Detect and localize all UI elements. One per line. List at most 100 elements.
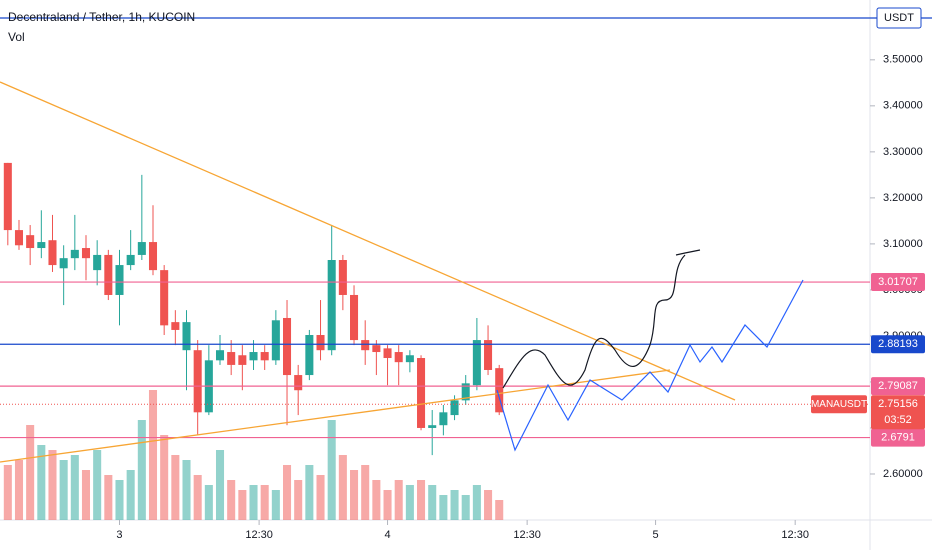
x-tick-label: 3 — [116, 529, 122, 541]
candle-body — [227, 352, 236, 365]
candle-body — [405, 355, 414, 363]
volume-bar — [327, 420, 336, 520]
volume-layer — [3, 390, 504, 520]
candle-body — [316, 335, 325, 351]
candle-body — [472, 340, 481, 386]
symbol-tag — [811, 395, 867, 414]
candle-body — [182, 322, 191, 351]
volume-bar — [484, 490, 493, 520]
currency-label[interactable]: USDT — [884, 12, 914, 24]
trend-line — [0, 369, 671, 463]
candle-body — [115, 265, 124, 295]
candle-body — [461, 383, 470, 401]
y-tick-label: 3.50000 — [883, 54, 923, 66]
candle-body — [3, 162, 12, 231]
candle-body — [126, 254, 135, 266]
volume-bar — [439, 495, 448, 520]
candle-layer — [0, 162, 870, 456]
x-tick-label: 12:30 — [245, 529, 273, 541]
volume-bar — [372, 480, 381, 520]
volume-bar — [350, 470, 359, 520]
volume-bar — [26, 425, 35, 520]
volume-label: Vol — [8, 30, 25, 44]
candle-body — [372, 345, 381, 353]
volume-bar — [204, 485, 213, 520]
candle-body — [417, 358, 426, 428]
price-tag — [871, 428, 925, 447]
candle-body — [271, 320, 280, 361]
candle-body — [26, 235, 35, 249]
last-price-tag — [871, 395, 925, 430]
candle-body — [37, 242, 46, 249]
volume-bar — [171, 455, 180, 520]
candle-body — [70, 249, 79, 259]
volume-bar — [495, 500, 504, 520]
candle-body — [104, 254, 113, 295]
axes: 2.600002.700002.800002.900003.000003.100… — [116, 54, 925, 541]
candle-body — [14, 230, 24, 246]
volume-bar — [37, 445, 46, 520]
price-tag — [871, 377, 925, 396]
candle-body — [171, 322, 180, 330]
volume-bar — [383, 490, 392, 520]
volume-bar — [48, 450, 57, 520]
candle-body — [148, 242, 158, 271]
volume-bar — [338, 455, 347, 520]
volume-bar — [148, 390, 158, 520]
candle-body — [327, 260, 336, 351]
candle-body — [305, 335, 314, 376]
y-tick-label: 3.40000 — [883, 100, 923, 112]
candle-body — [215, 350, 225, 361]
last-price-label: 2.75156 — [878, 398, 918, 410]
price-tag-label: 3.01707 — [878, 276, 918, 288]
arrow-head — [675, 249, 701, 256]
volume-bar — [81, 470, 91, 520]
chart-title: Decentraland / Tether, 1h, KUCOIN — [8, 10, 195, 24]
volume-bar — [126, 470, 135, 520]
candle-body — [48, 240, 57, 266]
volume-bar — [428, 485, 437, 520]
candle-body — [283, 317, 292, 376]
volume-bar — [238, 490, 247, 520]
candle-body — [160, 270, 169, 326]
volume-bar — [3, 465, 12, 520]
x-tick-label: 5 — [653, 529, 659, 541]
price-tag-label: 2.6791 — [881, 431, 915, 443]
volume-bar — [115, 480, 124, 520]
volume-bar — [193, 475, 202, 520]
candle-body — [428, 425, 437, 428]
countdown-label: 03:52 — [884, 414, 912, 426]
candle-body — [193, 350, 202, 413]
volume-bar — [215, 450, 225, 520]
volume-bar — [227, 480, 236, 520]
volume-bar — [249, 485, 258, 520]
volume-bar — [405, 485, 414, 520]
volume-bar — [294, 480, 303, 520]
volume-bar — [271, 490, 280, 520]
candle-body — [81, 248, 91, 259]
projection-curve — [502, 254, 686, 389]
price-tag-label: 2.79087 — [878, 380, 918, 392]
volume-bar — [70, 455, 79, 520]
candle-body — [383, 348, 392, 359]
y-tick-label: 3.20000 — [883, 192, 923, 204]
x-tick-label: 4 — [384, 529, 390, 541]
candle-body — [450, 400, 459, 416]
candle-body — [294, 375, 303, 391]
price-tag — [871, 273, 925, 292]
drawings — [0, 81, 804, 463]
candle-body — [439, 412, 448, 426]
candle-body — [495, 368, 504, 413]
volume-bar — [461, 495, 470, 520]
volume-bar — [417, 480, 426, 520]
candle-body — [59, 258, 68, 269]
volume-bar — [394, 480, 403, 520]
volume-bar — [260, 485, 269, 520]
candle-body — [484, 340, 493, 370]
volume-bar — [93, 450, 102, 520]
candle-body — [338, 260, 347, 295]
candle-body — [238, 355, 247, 365]
currency-box[interactable] — [876, 7, 922, 29]
symbol-label: MANAUSDT — [811, 399, 867, 410]
